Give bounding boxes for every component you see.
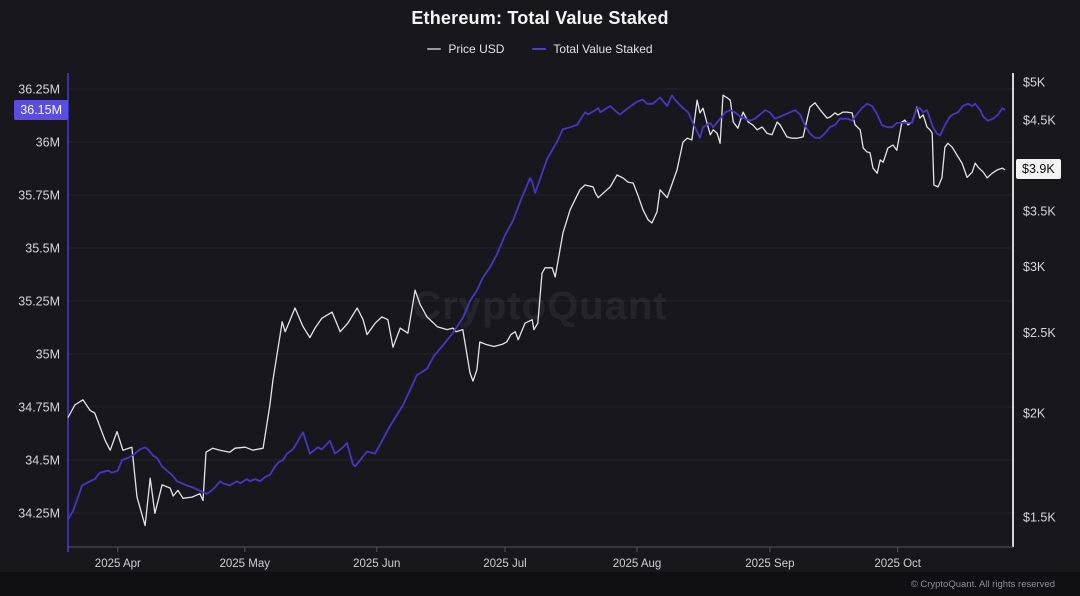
staked-line-swatch-icon [532, 48, 547, 50]
right-tick-label: $3.5K [1023, 204, 1056, 218]
left-tick-label: 35.75M [18, 189, 60, 203]
x-axis-ticks [117, 547, 899, 552]
left-tick-label: 34.5M [25, 454, 60, 468]
price-last-value-badge: $3.9K [1016, 158, 1061, 179]
x-tick-label: 2025 Aug [613, 558, 662, 570]
x-tick-label: 2025 Jun [353, 558, 400, 570]
right-tick-label: $5K [1023, 76, 1046, 90]
legend-label: Price USD [448, 42, 505, 56]
right-tick-label: $1.5K [1023, 511, 1056, 525]
x-tick-label: 2025 Apr [95, 558, 141, 570]
left-tick-label: 36M [36, 136, 60, 150]
left-tick-label: 35.5M [25, 242, 60, 256]
left-tick-label: 35M [36, 348, 60, 362]
right-tick-label: $3K [1023, 260, 1046, 274]
left-tick-label: 36.25M [18, 83, 60, 97]
x-tick-label: 2025 Sep [745, 558, 794, 570]
footer-band [0, 572, 1080, 596]
chart-legend: Price USD Total Value Staked [0, 42, 1080, 56]
right-tick-label: $4.5K [1023, 114, 1056, 128]
legend-item-total-value-staked[interactable]: Total Value Staked [532, 42, 653, 56]
left-tick-label: 34.75M [18, 401, 60, 415]
x-tick-label: 2025 Oct [874, 558, 921, 570]
x-tick-label: 2025 May [219, 558, 270, 570]
price-line-swatch-icon [427, 48, 442, 50]
staked-last-value-badge: 36.15M [14, 100, 68, 121]
price-usd-line[interactable] [67, 94, 1006, 527]
total-value-staked-line[interactable] [67, 94, 1006, 520]
left-tick-label: 35.25M [18, 295, 60, 309]
right-tick-label: $2.5K [1023, 326, 1056, 340]
right-tick-label: $2K [1023, 407, 1046, 421]
left-tick-label: 34.25M [18, 507, 60, 521]
copyright-text: © CryptoQuant. All rights reserved [910, 579, 1055, 590]
x-tick-label: 2025 Jul [483, 558, 526, 570]
page-title: Ethereum: Total Value Staked [411, 8, 669, 28]
left-axis-labels: 36.25M 36M 35.75M 35.5M 35.25M 35M 34.75M 34.5M… [18, 83, 60, 521]
legend-item-price-usd[interactable]: Price USD [427, 42, 504, 56]
legend-label: Total Value Staked [553, 42, 653, 56]
gridlines [68, 88, 1013, 514]
x-axis-labels: 2025 Apr 2025 May 2025 Jun 2025 Jul 2025 Aug… [95, 558, 922, 570]
right-axis-labels: $5K $4.5K $3.5K $3K $2.5K $2K $1.5K [1023, 76, 1056, 525]
